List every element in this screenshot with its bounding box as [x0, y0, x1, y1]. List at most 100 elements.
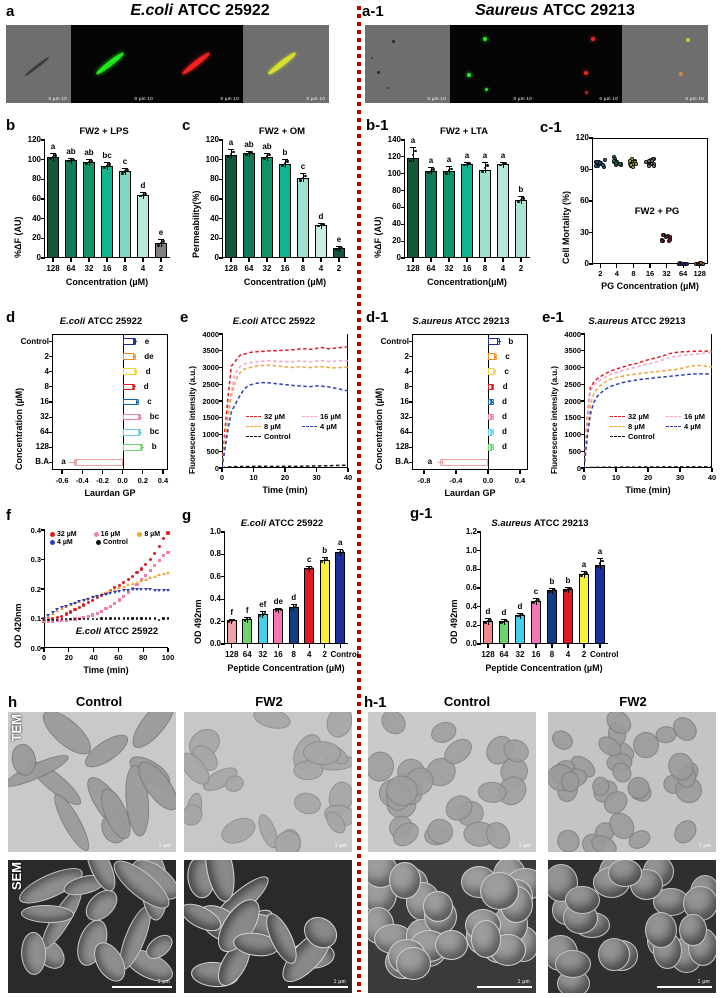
- panel-c-sig-letter: ab: [244, 139, 254, 149]
- panel-c1: c-1 0 30 60 90 120 Cell Mortality (%) 2 4 8 16 32 64…: [540, 118, 721, 304]
- panel-f-datapoint: [135, 588, 139, 592]
- panel-d-datapoint: [133, 338, 137, 342]
- panel-h1-letter-wrap: h-1: [364, 694, 387, 712]
- panel-e1-ytick: 1500: [564, 413, 581, 423]
- panel-d-ytick-mark: [48, 340, 53, 343]
- sem-saureus-fw2: 1 µm: [548, 860, 716, 993]
- panel-e-legend-label: 32 µM: [264, 412, 285, 421]
- panel-e1-ytick-mark: [580, 450, 585, 452]
- panel-b1-sig-letter: a: [464, 150, 470, 160]
- panel-g-datapoint: [339, 550, 342, 554]
- panel-g1-xtick-mark: [567, 644, 569, 648]
- panel-f-xtick-mark: [68, 648, 70, 652]
- panel-c1-datapoint: [652, 163, 657, 168]
- panel-g-ytick: 0.4: [209, 594, 221, 604]
- panel-c-ytick: 40: [210, 213, 219, 223]
- panel-e-xtick: 0: [219, 473, 225, 482]
- panel-b-xtick: 16: [102, 264, 112, 273]
- panel-d1-datapoint: [490, 417, 494, 421]
- panel-d-sig-letter: bc: [149, 412, 160, 422]
- panel-g-xtick-mark: [246, 644, 248, 648]
- panel-b-ytick-mark: [40, 198, 45, 200]
- scalebar-label: 0 µm 10: [220, 96, 239, 101]
- panel-g1-xtick-mark: [535, 644, 537, 648]
- panel-c-datapoint: [268, 153, 271, 157]
- panel-d1-datapoint: [496, 341, 500, 345]
- panel-e-ytick-mark: [218, 366, 223, 369]
- panel-f-datapoint: [131, 617, 134, 620]
- panel-f-datapoint: [91, 598, 95, 602]
- panel-e-ytick-mark: [218, 333, 223, 335]
- panel-c1-ytick: 60: [580, 196, 589, 205]
- panel-g: g E.coli ATCC 25922 0.0 0.2 0.4 0.6 0.8 1.0 OD 4…: [180, 506, 359, 692]
- panel-g-datapoint: [295, 605, 298, 608]
- panel-e1-line: [584, 350, 712, 468]
- panel-c1-datapoint: [629, 163, 634, 168]
- panel-b1-datapoint: [450, 167, 453, 171]
- panel-f-datapoint: [130, 581, 135, 585]
- panel-f-legend-row: 4 µM Control: [50, 539, 178, 546]
- panel-d-datapoint: [135, 398, 139, 403]
- panel-g-bar: [304, 567, 315, 644]
- panel-f-datapoint: [56, 618, 59, 621]
- panel-e-ytick: 1500: [202, 413, 219, 423]
- panel-h-letter: h: [8, 694, 18, 711]
- panel-d1-xtick-mark: [519, 470, 521, 474]
- panel-c-bar: [261, 156, 273, 258]
- panel-b-bar: [101, 166, 113, 258]
- panel-g-datapoint: [323, 559, 326, 562]
- panel-d1-ytick: 8: [404, 381, 409, 391]
- panel-d-datapoint: [73, 462, 77, 466]
- tem-sa-fw2-cell: [655, 725, 678, 745]
- panel-b1-xtick-mark: [448, 258, 450, 262]
- panel-c1-letter: c-1: [540, 119, 562, 136]
- panel-f-datapoint: [117, 598, 121, 602]
- panel-g-ytick: 0.0: [209, 639, 221, 648]
- panel-g-xtick: 128: [225, 650, 239, 659]
- panel-d1-sig-letter: d: [502, 381, 508, 391]
- panel-g1-datapoint: [585, 572, 588, 575]
- panel-d-ytick: 64: [40, 427, 49, 437]
- panel-d1-datapoint: [490, 432, 494, 436]
- panel-b1-letter: b-1: [366, 117, 389, 134]
- panel-d-letter: d: [6, 309, 16, 326]
- panel-f-legend-item: 32 µM: [50, 531, 91, 538]
- panel-g-ylabel: OD 492nm: [193, 599, 203, 644]
- panel-f-datapoint: [73, 601, 77, 605]
- tem-sa-fw2-cell: [548, 725, 577, 754]
- panel-f-datapoint: [55, 619, 59, 623]
- sem-sa-fw2-cell: [598, 937, 630, 971]
- scalebar-label: 0 µm 10: [513, 96, 532, 101]
- panel-g1-sig-letter: d: [501, 608, 507, 618]
- panel-g1-datapoint: [532, 601, 535, 604]
- micrograph-ecoli-phase: 0 µm 10: [6, 25, 71, 103]
- scalebar-label: 1 µm: [698, 843, 711, 849]
- panel-a1-letter: a-1: [362, 3, 384, 20]
- panel-e1-ytick: 1000: [564, 430, 581, 439]
- panel-c-errorbar-cap: [264, 152, 270, 154]
- panel-d: d E.coli ATCC 25922 -0.6 -0.4 -0.2 0.0 0.2 0.4 L…: [4, 308, 180, 504]
- panel-e-ytick: 2000: [202, 396, 219, 406]
- panel-b-datapoint: [72, 158, 75, 162]
- panel-g-errorbar-cap: [290, 604, 297, 606]
- panel-h1-col-control-title: Control: [443, 694, 491, 709]
- panel-f-datapoint: [135, 580, 139, 584]
- panel-c-bar: [279, 163, 291, 258]
- panel-g1-datapoint: [566, 588, 570, 591]
- panel-f-legend-label: 4 µM: [57, 539, 73, 546]
- panel-d1-ytick: B.A: [395, 457, 409, 467]
- tem-ec-ctrl-cell: [125, 712, 176, 755]
- panel-g-datapoint: [279, 608, 282, 611]
- panel-c-xtick-mark: [302, 258, 304, 262]
- panel-c1-xtick: 128: [693, 269, 706, 278]
- panel-e-ytick-mark: [218, 450, 223, 452]
- panel-f-datapoint: [158, 618, 161, 621]
- panel-c1-ytick: 120: [575, 133, 589, 142]
- panel-g1-xtick: 32: [515, 650, 525, 659]
- panel-f-datapoint: [95, 611, 99, 615]
- panel-f-datapoint: [143, 577, 148, 581]
- panel-b1-xtick-mark: [484, 258, 486, 262]
- panel-f-ytick: 0.0: [30, 643, 41, 653]
- panel-g-datapoint: [290, 607, 293, 610]
- panel-b-ytick-mark: [40, 139, 45, 141]
